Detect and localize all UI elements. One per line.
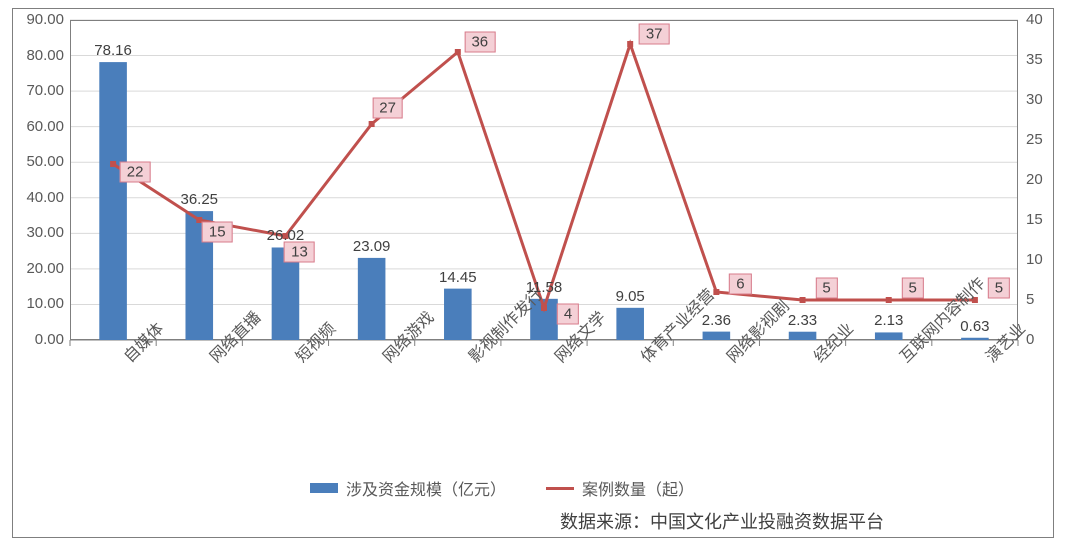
legend-swatch-bar <box>310 483 338 493</box>
line-value-label: 5 <box>815 278 837 299</box>
y-left-tick: 40.00 <box>26 189 64 206</box>
line-value-label: 27 <box>372 98 403 119</box>
legend-label-bar: 涉及资金规模（亿元） <box>346 476 506 500</box>
bar-value-label: 36.25 <box>180 191 218 208</box>
legend-item-bar: 涉及资金规模（亿元） <box>310 476 506 500</box>
bar-value-label: 2.36 <box>702 312 731 329</box>
bar-value-label: 0.63 <box>960 318 989 335</box>
y-right-tick: 25 <box>1026 131 1043 148</box>
y-left-tick: 50.00 <box>26 153 64 170</box>
legend: 涉及资金规模（亿元） 案例数量（起） <box>310 476 694 500</box>
bar-value-label: 11.58 <box>526 279 562 296</box>
y-left-tick: 80.00 <box>26 47 64 64</box>
bar-value-label: 2.33 <box>788 312 817 329</box>
bar-value-label: 9.05 <box>616 288 645 305</box>
line-value-label: 5 <box>902 278 924 299</box>
y-left-tick: 20.00 <box>26 260 64 277</box>
y-left-tick: 10.00 <box>26 295 64 312</box>
y-left-tick: 60.00 <box>26 118 64 135</box>
line-value-label: 36 <box>464 32 495 53</box>
legend-label-line: 案例数量（起） <box>582 476 694 500</box>
y-left-tick: 30.00 <box>26 224 64 241</box>
y-left-tick: 70.00 <box>26 82 64 99</box>
bar-value-label: 23.09 <box>353 238 391 255</box>
line-value-label: 22 <box>120 162 151 183</box>
y-right-tick: 10 <box>1026 251 1043 268</box>
legend-swatch-line <box>546 487 574 490</box>
line-value-label: 15 <box>202 222 233 243</box>
bar-value-label: 78.16 <box>94 42 132 59</box>
y-left-tick: 0.00 <box>35 331 64 348</box>
line-value-label: 37 <box>639 24 670 45</box>
legend-item-line: 案例数量（起） <box>546 476 694 500</box>
y-right-tick: 30 <box>1026 91 1043 108</box>
line-value-label: 6 <box>729 274 751 295</box>
bar-value-label: 2.13 <box>874 312 903 329</box>
line-value-label: 13 <box>284 242 315 263</box>
y-right-tick: 15 <box>1026 211 1043 228</box>
line-value-label: 4 <box>557 304 579 325</box>
y-right-tick: 5 <box>1026 291 1034 308</box>
y-right-tick: 20 <box>1026 171 1043 188</box>
y-right-tick: 35 <box>1026 51 1043 68</box>
bar-value-label: 14.45 <box>439 269 477 286</box>
y-right-tick: 40 <box>1026 11 1043 28</box>
y-left-tick: 90.00 <box>26 11 64 28</box>
line-value-label: 5 <box>988 278 1010 299</box>
data-source-text: 数据来源：中国文化产业投融资数据平台 <box>560 512 884 532</box>
data-source-note: 数据来源：中国文化产业投融资数据平台 <box>560 508 884 534</box>
